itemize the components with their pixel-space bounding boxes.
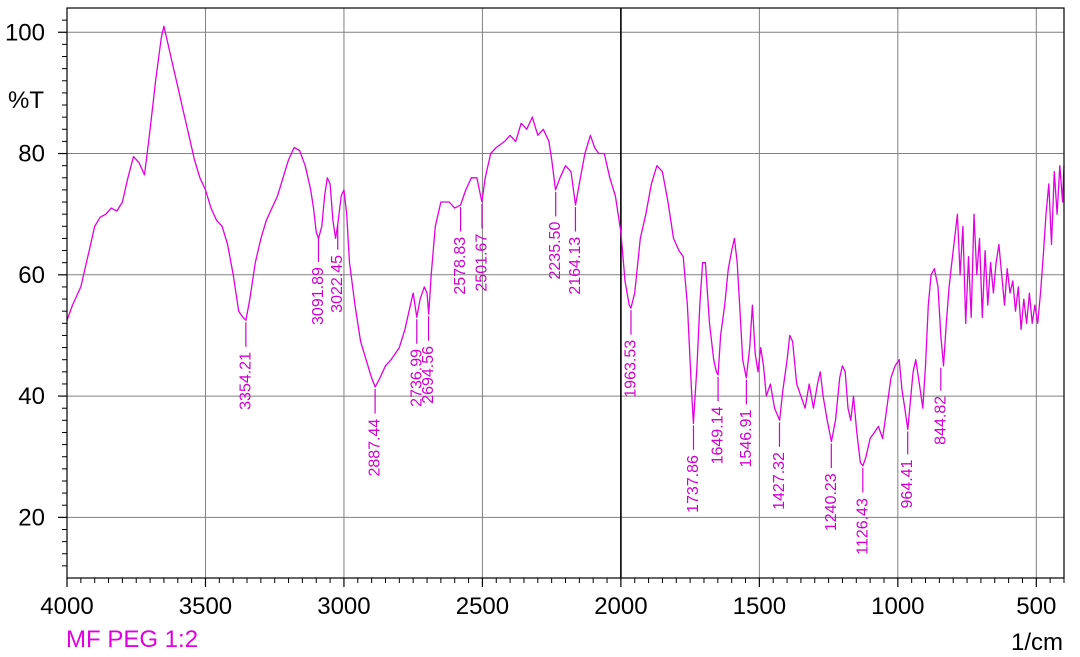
peak-label-text: 1546.91: [738, 410, 755, 468]
x-tick-label: 1500: [733, 593, 786, 620]
x-tick-label: 500: [1016, 593, 1056, 620]
peak-label: 1649.14: [710, 376, 727, 464]
peak-label-text: 1963.53: [622, 340, 639, 398]
y-axis-label: %T: [8, 87, 44, 114]
spectrum-series: [66, 25, 1065, 467]
peak-label-text: 1126.43: [854, 498, 871, 555]
x-tick-label: 1000: [871, 593, 924, 620]
peak-label: 964.41: [899, 431, 916, 508]
x-tick-label: 2000: [594, 593, 647, 620]
axis-ticks: [58, 19, 1065, 587]
peak-label: 1427.32: [771, 422, 788, 510]
peak-label: 2501.67: [473, 204, 490, 292]
y-tick-label: 100: [5, 19, 45, 46]
x-axis-label: 1/cm: [1011, 629, 1063, 656]
y-tick-label: 80: [18, 141, 45, 168]
peak-label: 1737.86: [685, 425, 702, 513]
sample-name: MF PEG 1:2: [66, 626, 199, 653]
y-tick-label: 40: [18, 383, 45, 410]
peak-label-text: 2736.99: [408, 349, 425, 407]
peak-label: 3091.89: [310, 237, 327, 325]
peak-label-text: 2235.50: [547, 222, 564, 280]
peak-label: 2694.56: [420, 316, 437, 404]
peak-label-text: 3022.45: [329, 255, 346, 313]
y-tick-label: 60: [18, 262, 45, 289]
peak-label: 2235.50: [547, 191, 564, 280]
peak-label: 1126.43: [854, 467, 871, 555]
peak-labels: 3354.21 3091.89 3022.45 2887.44 2736.992694.…: [237, 191, 949, 555]
grid: [67, 8, 1064, 578]
peak-label: 844.82: [932, 367, 949, 445]
y-tick-label: 20: [18, 504, 45, 531]
peak-label: 2578.83: [452, 207, 469, 295]
peak-label: 2736.99: [408, 319, 425, 407]
peak-label-text: 964.41: [899, 459, 916, 508]
peak-label-text: 2887.44: [367, 419, 384, 477]
peak-label: 3354.21: [237, 322, 254, 410]
peak-label-text: 2501.67: [473, 234, 490, 292]
peak-label: 3022.45: [329, 225, 346, 313]
peak-label-text: 3091.89: [310, 267, 327, 325]
peak-label-text: 2694.56: [420, 346, 437, 404]
peak-label-text: 2164.13: [567, 237, 584, 295]
spectrum-line: [66, 25, 1065, 467]
peak-label-text: 844.82: [932, 396, 949, 445]
x-tick-label: 3500: [179, 593, 232, 620]
plot-frame: [66, 7, 1065, 579]
peak-label-text: 2578.83: [452, 237, 469, 295]
x-tick-label: 3000: [317, 593, 370, 620]
peak-label: 1546.91: [738, 379, 755, 468]
peak-label-text: 1427.32: [771, 452, 788, 510]
axis-tick-labels: 4000 3500 3000 2500 2000 1500 1000 500 20 40 60 80 1…: [5, 19, 1056, 620]
peak-label: 1240.23: [823, 443, 840, 531]
x-tick-label: 4000: [40, 593, 93, 620]
peak-label: 1963.53: [622, 310, 639, 398]
peak-label-text: 1649.14: [710, 406, 727, 464]
peak-label-text: 1737.86: [685, 455, 702, 513]
peak-label: 2164.13: [567, 207, 584, 295]
peak-label: 2887.44: [367, 388, 384, 477]
peak-label-text: 1240.23: [823, 473, 840, 531]
x-tick-label: 2500: [456, 593, 509, 620]
peak-label-text: 3354.21: [237, 352, 254, 410]
